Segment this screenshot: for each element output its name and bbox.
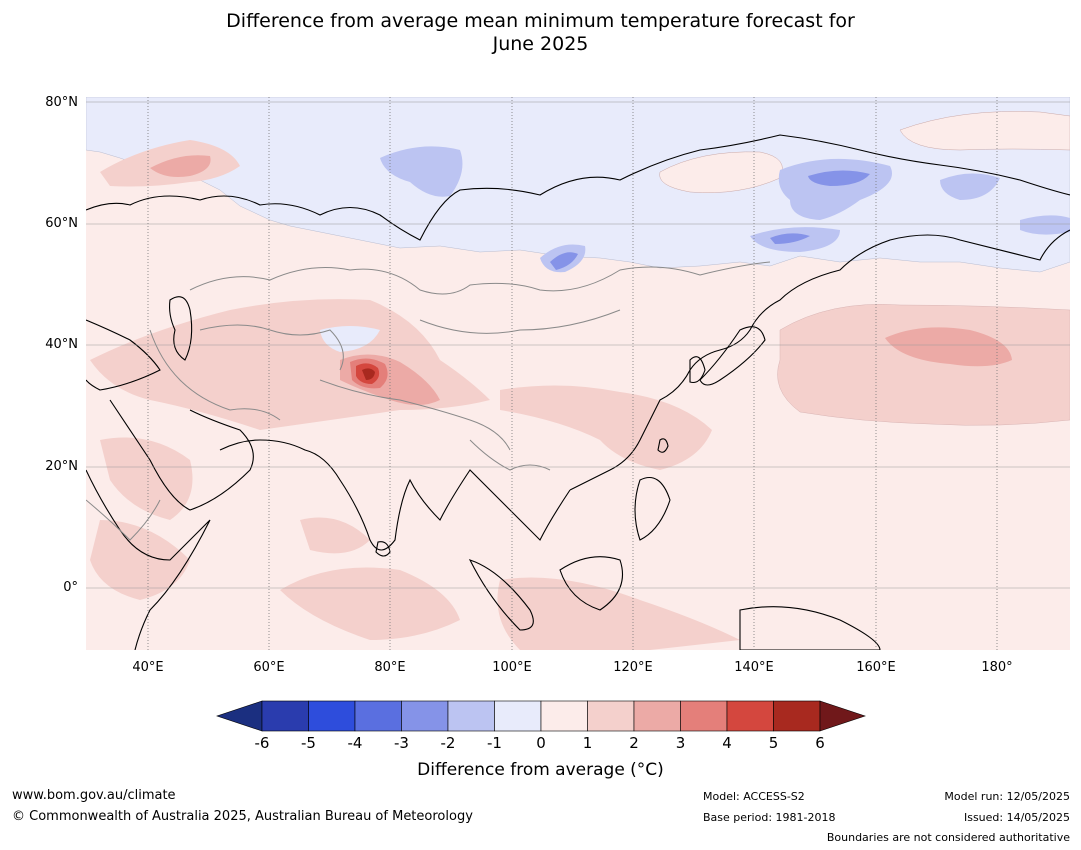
warm-patch-china xyxy=(500,385,712,470)
warm-patch-east-africa xyxy=(90,520,190,600)
cool-patch-kamchatka xyxy=(1020,215,1070,235)
coastline-pacific xyxy=(569,229,1070,491)
colorbar-tick: 4 xyxy=(722,734,732,752)
border-russia-kazakhstan xyxy=(189,261,771,295)
lat-label-20N: 20°N xyxy=(45,459,78,474)
cool-core-east-siberia xyxy=(808,170,870,186)
colorbar-tick: 2 xyxy=(629,734,639,752)
graticule xyxy=(86,101,1070,589)
lat-label-60N: 60°N xyxy=(45,216,78,231)
footer-disclaimer: Boundaries are not considered authoritat… xyxy=(826,831,1070,844)
coastline-caspian xyxy=(169,296,193,361)
border-africa xyxy=(86,499,161,541)
border-southeast-asia xyxy=(469,439,551,471)
warm-core-pacific xyxy=(885,327,1012,367)
border-china-india xyxy=(319,379,511,451)
coastline-sri-lanka xyxy=(375,541,391,557)
lon-label-120E: 120°E xyxy=(613,660,653,675)
border-middle-east xyxy=(149,329,281,421)
lat-label-0: 0° xyxy=(63,580,78,595)
lat-label-80N: 80°N xyxy=(45,95,78,110)
lon-label-80E: 80°E xyxy=(374,660,406,675)
colorbar-tick: 5 xyxy=(768,734,779,752)
warm-core-scandinavia xyxy=(150,155,211,177)
colorbar-tick: -6 xyxy=(254,734,270,752)
lon-label-100E: 100°E xyxy=(492,660,532,675)
colorbar-segment xyxy=(680,700,728,732)
colorbar-tick: -1 xyxy=(487,734,502,752)
coastline-africa xyxy=(86,469,211,650)
meridians xyxy=(147,97,998,650)
colorbar-segment xyxy=(587,700,635,732)
footer-website: www.bom.gov.au/climate xyxy=(12,788,176,803)
colorbar-segment xyxy=(354,700,402,732)
lat-label-40N: 40°N xyxy=(45,337,78,352)
cool-patch-chukotka xyxy=(940,173,1000,200)
lon-label-40E: 40°E xyxy=(132,660,164,675)
colorbar-tick: -4 xyxy=(347,734,363,752)
coastline-korea xyxy=(689,356,706,384)
colorbar-tick: 0 xyxy=(536,734,546,752)
border-mongolia-china xyxy=(419,309,621,334)
warm-patch-east-arctic xyxy=(899,111,1070,151)
coastline-philippines xyxy=(634,476,671,541)
colorbar-segment xyxy=(494,700,542,732)
colorbar-tick: 1 xyxy=(582,734,593,752)
footer-model: Model: ACCESS-S2 xyxy=(703,790,805,803)
cool-patch-kara xyxy=(380,146,463,197)
footer-base-period: Base period: 1981-2018 xyxy=(703,811,836,824)
colorbar-segment xyxy=(633,700,681,732)
coastline-mediterranean xyxy=(86,319,161,391)
footer-issued: Issued: 14/05/2025 xyxy=(963,811,1070,824)
colorbar-segment xyxy=(308,700,356,732)
colorbar-segment xyxy=(540,700,588,732)
colorbar-tick: -5 xyxy=(301,734,316,752)
coastline-arabia xyxy=(109,399,254,511)
colorbar-tick: -3 xyxy=(394,734,409,752)
warm-patch-indonesia xyxy=(497,577,740,650)
colorbar-title: Difference from average (°C) xyxy=(417,760,664,780)
colorbar-extend-high xyxy=(819,700,866,732)
cool-core-okhotsk xyxy=(770,233,810,244)
colorbar-segment xyxy=(773,700,821,732)
coastlines xyxy=(86,134,1070,650)
colorbar-segment xyxy=(726,700,774,732)
warm-patch-arabia xyxy=(100,437,193,520)
coastline-sumatra xyxy=(468,559,534,631)
coastline-taiwan xyxy=(657,438,669,453)
colorbar-tick: -2 xyxy=(440,734,456,752)
lon-label-140E: 140°E xyxy=(734,660,774,675)
border-central-asia xyxy=(199,324,344,371)
footer-copyright: © Commonwealth of Australia 2025, Austra… xyxy=(12,809,473,824)
colorbar-segment xyxy=(447,700,495,732)
title-line-1: Difference from average mean minimum tem… xyxy=(226,10,855,32)
colorbar-extend-low xyxy=(216,700,263,732)
hot-center-tibet xyxy=(362,368,375,380)
coastline-arctic xyxy=(86,134,1070,241)
country-borders xyxy=(86,261,771,541)
forecast-map xyxy=(86,97,1070,650)
coastline-borneo xyxy=(559,556,624,611)
title-line-2: June 2025 xyxy=(492,33,589,55)
colorbar-segments xyxy=(216,700,866,732)
warm-patch-indian-ocean xyxy=(300,517,370,554)
colorbar-segment xyxy=(401,700,449,732)
coastline-japan xyxy=(699,326,766,386)
lon-label-160E: 160°E xyxy=(856,660,896,675)
anomaly-field xyxy=(86,97,1070,650)
colorbar-tick: 3 xyxy=(675,734,686,752)
chart-title: Difference from average mean minimum tem… xyxy=(0,10,1081,56)
coastline-new-guinea xyxy=(739,606,881,650)
lon-label-180: 180° xyxy=(981,660,1013,675)
cool-core-baikal xyxy=(550,252,578,270)
coastline-south-asia xyxy=(219,439,571,551)
warm-patch-south xyxy=(280,567,460,640)
footer-model-run: Model run: 12/05/2025 xyxy=(944,790,1070,803)
cool-patch-pamir xyxy=(320,326,380,352)
colorbar-tick: 6 xyxy=(815,734,825,752)
lon-label-60E: 60°E xyxy=(253,660,285,675)
colorbar-segment xyxy=(261,700,309,732)
